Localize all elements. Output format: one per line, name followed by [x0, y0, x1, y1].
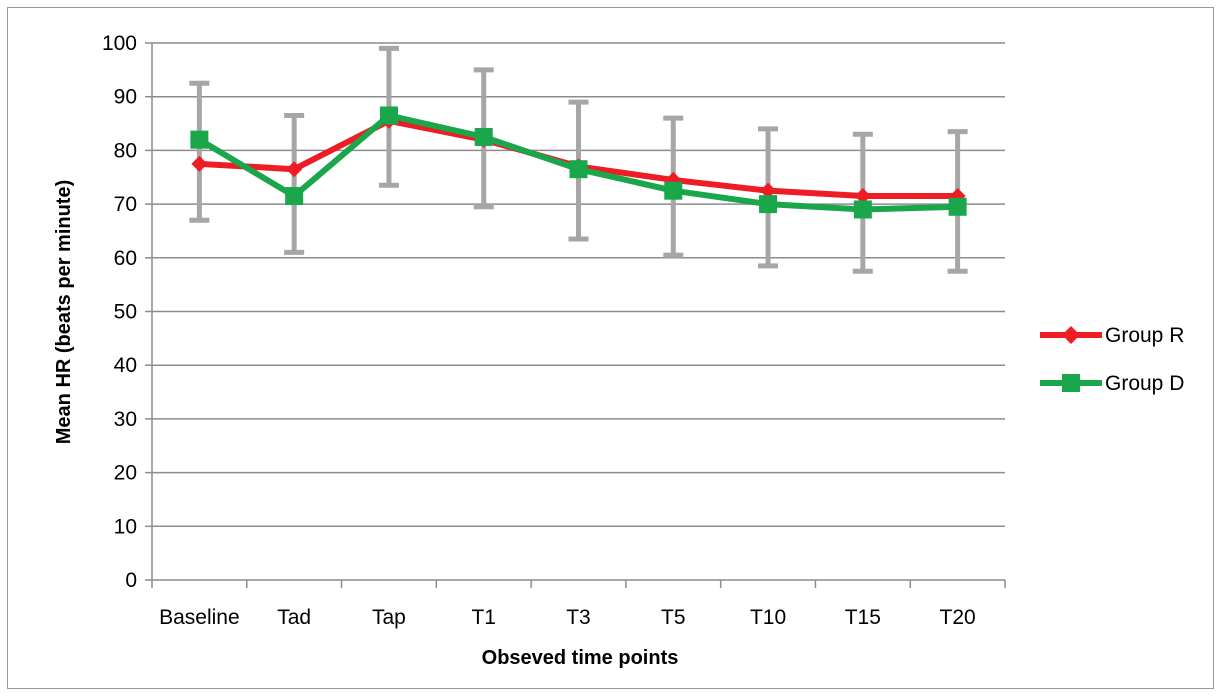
axes	[145, 42, 1006, 588]
legend: Group R Group D	[1040, 324, 1184, 395]
y-tick-label: 40	[114, 354, 137, 377]
x-tick-label: T5	[661, 606, 686, 629]
legend-label: Group R	[1105, 324, 1184, 347]
y-tick-label: 10	[114, 515, 137, 538]
data-point	[948, 197, 967, 216]
data-point	[379, 106, 398, 125]
y-tick-label: 50	[114, 301, 137, 324]
y-tick-label: 60	[114, 247, 137, 270]
y-tick-label: 80	[114, 139, 137, 162]
data-point	[854, 188, 871, 205]
data-point	[759, 195, 778, 214]
y-tick-label: 20	[114, 462, 137, 485]
chart-frame	[7, 7, 1214, 689]
legend-swatch-marker	[1062, 374, 1080, 392]
data-point	[190, 130, 209, 149]
y-tick-label: 30	[114, 408, 137, 431]
legend-item: Group D	[1040, 372, 1184, 395]
x-axis-title: Obseved time points	[482, 647, 679, 669]
y-tick-label: 0	[125, 569, 137, 592]
legend-swatch-marker	[1062, 326, 1080, 344]
error-bar	[189, 80, 210, 223]
error-bar	[284, 112, 305, 255]
data-point	[569, 160, 588, 179]
x-tick-label: T3	[566, 606, 591, 629]
x-tick-label: Tad	[277, 606, 311, 629]
x-tick-labels: Baseline Tad Tap T1 T3 T5 T10 T15 T20	[159, 606, 976, 629]
x-tick-label: T20	[940, 606, 976, 629]
y-tick-labels: 0 10 20 30 40 50 60 70 80 90 100	[102, 32, 137, 592]
y-axis-title: Mean HR (beats per minute)	[53, 180, 75, 444]
legend-item: Group R	[1040, 324, 1184, 347]
x-tick-label: Baseline	[159, 606, 240, 629]
x-tick-label: T1	[471, 606, 496, 629]
data-point	[760, 182, 777, 199]
data-point	[286, 161, 303, 178]
x-tick-label: Tap	[372, 606, 406, 629]
data-point	[285, 187, 304, 206]
y-tick-label: 70	[114, 193, 137, 216]
y-tick-label: 100	[102, 32, 137, 55]
data-point	[664, 181, 683, 200]
x-tick-label: T10	[750, 606, 786, 629]
legend-label: Group D	[1105, 372, 1184, 395]
data-point	[853, 200, 872, 219]
x-tick-label: T15	[845, 606, 881, 629]
data-point	[474, 127, 493, 146]
y-tick-label: 90	[114, 86, 137, 109]
series-markers	[190, 106, 967, 219]
data-point	[191, 155, 208, 172]
